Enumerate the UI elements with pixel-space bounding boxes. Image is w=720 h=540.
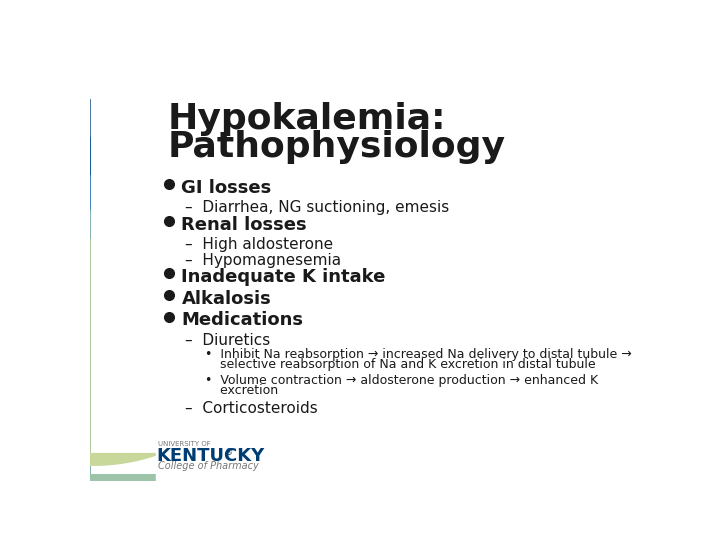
Text: Renal losses: Renal losses — [181, 215, 307, 234]
Text: –  High aldosterone: – High aldosterone — [184, 237, 333, 252]
Text: Hypokalemia:: Hypokalemia: — [168, 102, 446, 136]
Text: –  Diarrhea, NG suctioning, emesis: – Diarrhea, NG suctioning, emesis — [184, 200, 449, 215]
Text: KENTUCKY: KENTUCKY — [156, 448, 264, 465]
Text: Inadequate K intake: Inadequate K intake — [181, 268, 386, 286]
Text: Alkalosis: Alkalosis — [181, 289, 271, 308]
Text: –  Diuretics: – Diuretics — [184, 333, 270, 348]
Text: •  Inhibit Na reabsorption → increased Na delivery to distal tubule →: • Inhibit Na reabsorption → increased Na… — [204, 348, 631, 361]
Text: Pathophysiology: Pathophysiology — [168, 130, 505, 164]
Text: selective reabsorption of Na and K excretion in distal tubule: selective reabsorption of Na and K excre… — [208, 358, 595, 371]
Text: Medications: Medications — [181, 311, 303, 329]
Polygon shape — [0, 210, 179, 496]
Text: •  Volume contraction → aldosterone production → enhanced K: • Volume contraction → aldosterone produ… — [204, 374, 598, 387]
Text: GI losses: GI losses — [181, 179, 271, 197]
Text: excretion: excretion — [208, 384, 278, 397]
Polygon shape — [0, 99, 242, 540]
Polygon shape — [0, 138, 220, 540]
Polygon shape — [0, 176, 199, 527]
Text: –  Hypomagnesemia: – Hypomagnesemia — [184, 253, 341, 268]
Text: College of Pharmacy: College of Pharmacy — [158, 461, 259, 470]
Polygon shape — [0, 239, 160, 465]
Text: UNIVERSITY OF: UNIVERSITY OF — [158, 441, 211, 447]
Bar — [156, 65, 648, 481]
Text: ®: ® — [225, 448, 233, 457]
Text: –  Corticosteroids: – Corticosteroids — [184, 401, 318, 415]
